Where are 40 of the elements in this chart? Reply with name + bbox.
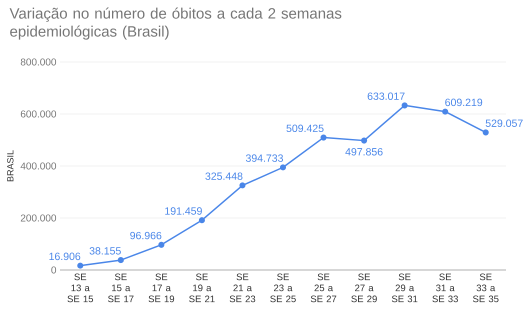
data-label: 529.057 (486, 120, 523, 127)
data-label: 497.856 (345, 148, 383, 156)
y-tick-label: 400.000 (20, 162, 56, 170)
x-tick-label: SE 17 a SE 19 (148, 274, 174, 302)
data-label: 325.448 (205, 172, 242, 180)
x-tick-label: SE 15 a SE 17 (108, 274, 134, 302)
point (77, 262, 84, 269)
x-tick-label: SE 33 a SE 35 (472, 274, 499, 302)
data-label: 509.425 (286, 124, 324, 132)
data-label: 96.966 (130, 232, 162, 240)
x-tick-label: SE 25 a SE 27 (310, 274, 336, 302)
point (198, 217, 205, 224)
x-tick-label: SE 27 a SE 29 (351, 274, 377, 302)
y-axis-title: BRASIL (7, 150, 14, 182)
x-tick-label: SE 21 a SE 23 (230, 274, 256, 302)
point (402, 102, 408, 108)
x-tick-label: SE 29 a SE 31 (392, 274, 418, 302)
data-label: 633.017 (368, 92, 405, 100)
x-tick-label: SE 23 a SE 25 (270, 274, 296, 302)
y-tick-label: 200.000 (20, 214, 56, 222)
y-tick-label: 800.000 (20, 58, 56, 66)
point (482, 129, 489, 136)
x-tick-label: SE 13 a SE 15 (68, 274, 94, 302)
data-label: 16.906 (49, 252, 80, 260)
data-label: 609.219 (445, 98, 482, 106)
point (442, 108, 448, 115)
data-label: 394.733 (246, 154, 283, 162)
y-tick-label: 600.000 (20, 110, 56, 118)
point (239, 182, 246, 188)
point (118, 257, 124, 264)
point (361, 138, 368, 144)
y-tick-label: 0 (51, 266, 56, 274)
data-label: 191.459 (165, 207, 202, 215)
x-tick-label: SE 19 a SE 21 (189, 274, 215, 302)
chart-title: Variação no número de óbitos a cada 2 semanas epidemiológicas (Brasil) (10, 8, 342, 40)
x-tick-label: SE 31 a SE 33 (432, 274, 458, 302)
point (158, 242, 164, 248)
data-label: 38.155 (90, 247, 121, 255)
point (320, 134, 327, 141)
point (280, 164, 286, 170)
